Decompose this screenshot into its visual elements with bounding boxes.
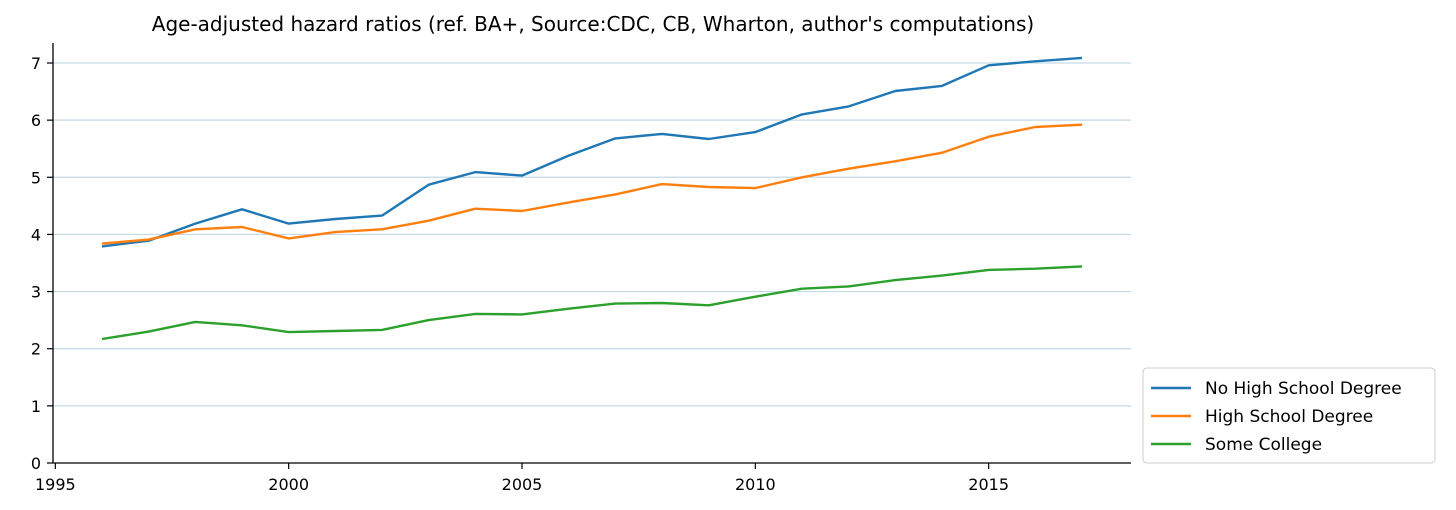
series-line-1 <box>101 123 1083 245</box>
x-tick-label-2000: 2000 <box>268 475 309 494</box>
x-tick-label-1995: 1995 <box>35 475 76 494</box>
legend-label-1: High School Degree <box>1205 407 1373 427</box>
legend-label-0: No High School Degree <box>1205 379 1402 399</box>
series-line-0 <box>101 56 1083 248</box>
legend: No High School Degree High School Degree S… <box>1142 367 1436 464</box>
y-tick-label-4: 4 <box>31 225 41 244</box>
y-tick-label-0: 0 <box>31 454 41 473</box>
chart-title: Age-adjusted hazard ratios (ref. BA+, So… <box>152 12 1034 36</box>
x-tick-label-2005: 2005 <box>502 475 543 494</box>
y-tick-label-6: 6 <box>31 111 41 130</box>
series-line-2 <box>101 265 1083 341</box>
x-tick-label-2015: 2015 <box>968 475 1009 494</box>
y-tick-label-2: 2 <box>31 340 41 359</box>
y-tick-label-3: 3 <box>31 283 41 302</box>
axes: 0 1 2 3 4 5 6 7 1995 2000 2005 2010 2015 <box>31 43 1131 494</box>
series-lines <box>101 56 1083 341</box>
legend-label-2: Some College <box>1205 435 1322 455</box>
legend-box <box>1142 367 1436 464</box>
y-tick-label-1: 1 <box>31 397 41 416</box>
y-tick-label-7: 7 <box>31 54 41 73</box>
grid-lines <box>53 62 1131 407</box>
y-tick-label-5: 5 <box>31 168 41 187</box>
x-tick-label-2010: 2010 <box>735 475 776 494</box>
